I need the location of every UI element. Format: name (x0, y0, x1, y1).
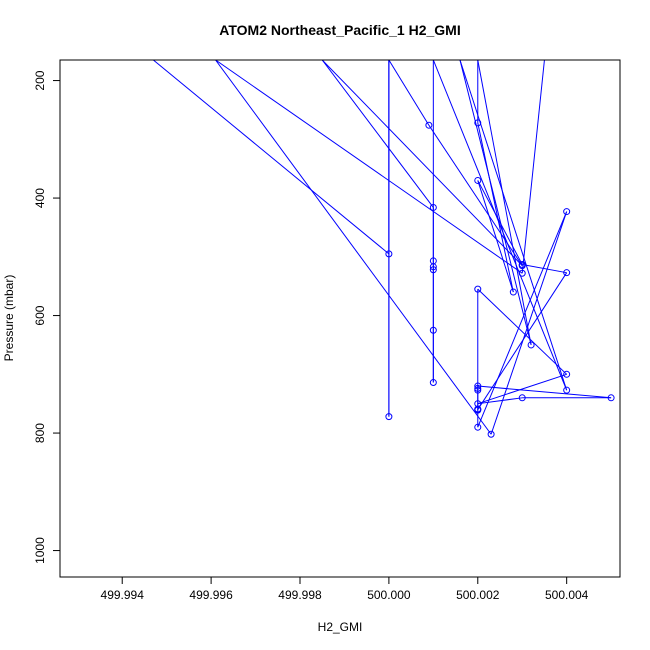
x-tick-label: 499.994 (101, 588, 145, 602)
series-line-segment (490, 211, 568, 435)
series-line-segment (521, 60, 545, 274)
data-point (429, 203, 437, 211)
data-point (474, 400, 482, 408)
series-line-segment (477, 180, 514, 293)
data-point (474, 285, 482, 293)
data-point (474, 384, 482, 392)
data-point (474, 423, 482, 431)
x-tick-label: 499.996 (189, 588, 233, 602)
axes: 499.994 499.996 499.998 500.000 500.002 500.0… (33, 59, 621, 602)
y-tick-label: 400 (33, 188, 47, 208)
x-tick-label: 500.002 (456, 588, 500, 602)
data-point (429, 266, 437, 274)
y-tick-label: 600 (33, 305, 47, 325)
y-axis-label: Pressure (mbar) (2, 275, 16, 362)
data-point (518, 394, 526, 402)
plot-frame (59, 59, 621, 578)
y-tick-label: 800 (33, 423, 47, 443)
series-line-segment (477, 60, 532, 346)
series-line-segment (477, 122, 514, 293)
series-line-segment (477, 211, 568, 428)
series-0 (153, 60, 615, 438)
series-line-segment (477, 373, 567, 405)
data-point (429, 379, 437, 387)
data-point (563, 208, 571, 216)
data-point (385, 250, 393, 258)
data-point (425, 121, 433, 129)
data-point (487, 430, 495, 438)
x-axis-label: H2_GMI (318, 620, 363, 634)
data-point (509, 288, 517, 296)
data-point (474, 176, 482, 184)
plot-area (153, 60, 615, 438)
data-point (607, 394, 615, 402)
series-line-segment (321, 60, 523, 266)
series-line-segment (477, 288, 568, 375)
data-point (563, 370, 571, 378)
data-point (563, 386, 571, 394)
series-line-segment (388, 60, 430, 126)
series-line-segment (522, 263, 567, 274)
series-line-segment (477, 397, 523, 405)
series-line-segment (477, 180, 523, 265)
series-line-segment (215, 60, 492, 435)
data-point (429, 326, 437, 334)
x-tick-label: 500.000 (367, 588, 411, 602)
series-line-segment (459, 60, 532, 346)
data-point (474, 119, 482, 127)
y-tick-label: 1000 (33, 537, 47, 564)
chart-title: ATOM2 Northeast_Pacific_1 H2_GMI (219, 22, 460, 38)
series-line-segment (215, 60, 523, 274)
y-tick-label: 200 (33, 70, 47, 90)
data-point (518, 260, 526, 268)
x-tick-label: 499.998 (278, 588, 322, 602)
data-point (474, 405, 482, 413)
x-tick-label: 500.004 (545, 588, 589, 602)
series-line-segment (321, 60, 434, 208)
data-point (518, 269, 526, 277)
data-point (385, 413, 393, 421)
data-point (563, 269, 571, 277)
series-line-segment (153, 60, 390, 255)
data-point (474, 382, 482, 390)
data-point (527, 341, 535, 349)
data-point (429, 263, 437, 271)
series-line-segment (477, 385, 612, 399)
series-line-segment (432, 60, 568, 391)
